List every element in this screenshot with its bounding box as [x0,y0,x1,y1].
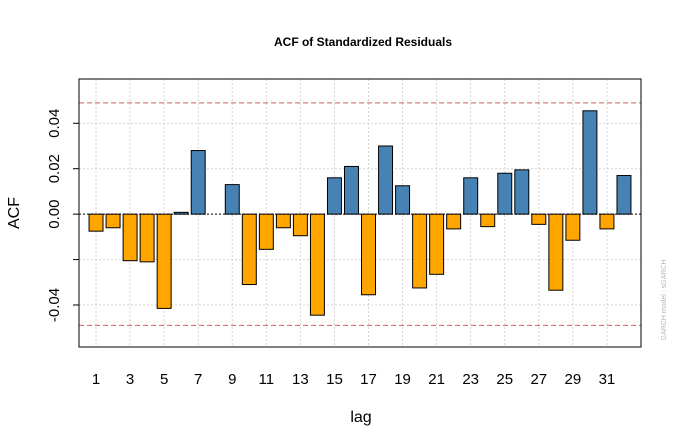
x-tick-label: 25 [496,371,513,388]
acf-bar-lag-4 [139,213,155,263]
acf-bar-lag-31 [599,213,615,230]
acf-bar-lag-21 [429,213,445,275]
x-tick-label: 19 [394,371,411,388]
x-tick-label: 1 [92,371,100,388]
y-axis-title: ACF [6,197,23,229]
acf-bar-lag-29 [565,213,581,241]
x-tick-label: 9 [228,371,236,388]
y-tick-label: 0.02 [46,154,63,183]
y-axis: 0.04 0.02 0.00 -0.04 [46,109,79,322]
x-tick-label: 17 [360,371,377,388]
plot-frame [78,78,642,348]
x-tick-label: 21 [428,371,445,388]
acf-bar-lag-23 [463,177,479,215]
x-tick-label: 29 [565,371,582,388]
acf-bar-lag-27 [531,213,547,225]
x-tick-label: 27 [530,371,547,388]
acf-bar-lag-13 [292,213,308,237]
acf-bar-lag-14 [309,213,325,316]
acf-bar-lag-19 [395,185,411,215]
acf-bar-lag-26 [514,169,530,215]
x-tick-label: 15 [326,371,343,388]
x-tick-label: 5 [160,371,168,388]
x-tick-label: 23 [462,371,479,388]
acf-bar-lag-20 [412,213,428,289]
acf-bar-lag-3 [122,213,138,262]
acf-bar-lag-6 [173,211,189,215]
x-axis: 1 3 5 7 9 11 13 15 17 19 21 23 25 27 29 31 [92,371,615,388]
acf-bar-lag-24 [480,213,496,228]
acf-bar-lag-18 [378,145,394,215]
x-tick-label: 3 [126,371,134,388]
chart-title: ACF of Standardized Residuals [274,35,452,49]
acf-bar-lag-5 [156,213,172,309]
x-tick-label: 11 [259,371,275,388]
acf-bar-lag-32 [616,175,632,215]
acf-bar-lag-30 [582,110,598,215]
acf-bar-lag-12 [275,213,291,229]
x-tick-label: 31 [599,371,616,388]
acf-bar-lag-1 [88,213,104,232]
acf-bar-lag-22 [446,213,462,230]
y-tick-label: -0.04 [46,288,63,322]
model-note: GARCH model : sGARCH [661,260,668,341]
acf-bar-lag-10 [241,213,257,286]
acf-bar-lag-15 [326,177,342,215]
acf-bar-lag-16 [344,165,359,215]
acf-bar-lag-9 [224,184,240,215]
acf-bar-lag-11 [258,213,274,250]
y-tick-label: 0.04 [46,109,63,138]
acf-bar-lag-25 [497,172,513,215]
x-tick-label: 13 [292,371,309,388]
acf-bar-lag-7 [190,150,206,215]
x-tick-label: 7 [194,371,202,388]
acf-bar-lag-28 [548,213,564,291]
x-axis-title: lag [350,409,371,426]
bars [88,110,632,316]
acf-bar-lag-2 [105,213,121,229]
acf-bar-lag-17 [361,213,376,296]
y-tick-label: 0.00 [46,200,63,229]
confidence-band [79,102,641,326]
